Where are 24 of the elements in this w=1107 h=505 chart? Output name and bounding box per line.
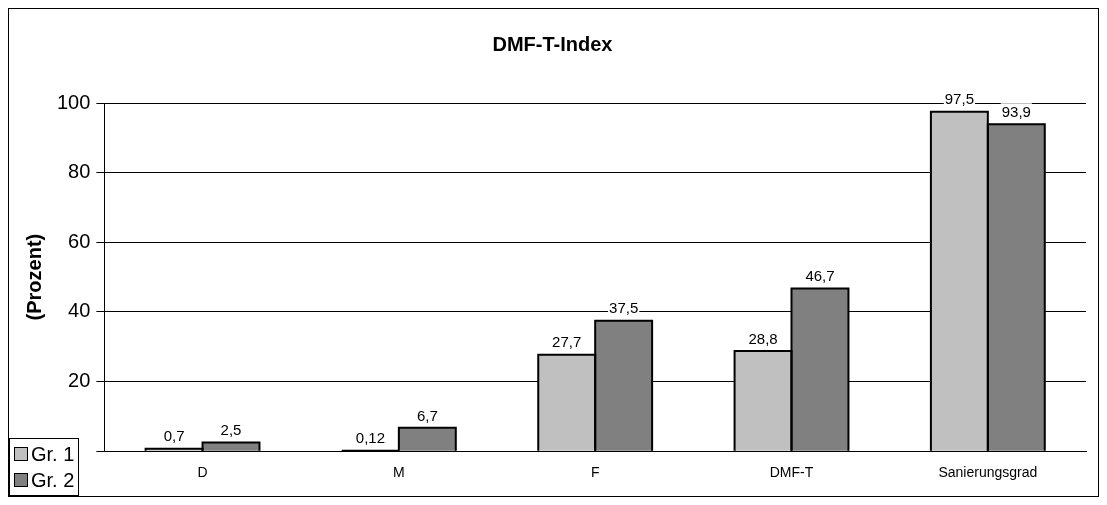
data-label: 27,7 bbox=[552, 333, 582, 351]
data-label: 37,5 bbox=[609, 299, 639, 317]
y-tick-label: 20 bbox=[68, 369, 91, 392]
data-label: 6,7 bbox=[416, 406, 438, 424]
data-label: 46,7 bbox=[805, 267, 835, 285]
data-label: 0,12 bbox=[355, 429, 385, 447]
data-label: 28,8 bbox=[748, 329, 778, 347]
y-tick-label: 60 bbox=[68, 229, 91, 252]
legend-label: Gr. 2 bbox=[31, 468, 75, 493]
data-label: 2,5 bbox=[220, 421, 242, 439]
x-tick-label: M bbox=[393, 464, 405, 481]
data-label: 97,5 bbox=[944, 90, 974, 108]
x-tick-label: Sanierungsgrad bbox=[938, 464, 1038, 481]
data-label: 0,7 bbox=[163, 427, 185, 445]
data-label: 93,9 bbox=[1001, 102, 1031, 120]
legend-label: Gr. 1 bbox=[31, 442, 75, 467]
chart-title: DMF-T-Index bbox=[492, 32, 613, 55]
y-tick-label: 80 bbox=[68, 160, 91, 183]
x-tick-label: F bbox=[590, 464, 600, 481]
y-tick-label: 100 bbox=[56, 90, 91, 113]
y-axis-title: (Prozent) bbox=[22, 233, 45, 321]
x-tick-label: DMF-T bbox=[769, 464, 814, 481]
x-tick-label: D bbox=[197, 464, 208, 481]
y-tick-label: 40 bbox=[68, 299, 91, 322]
